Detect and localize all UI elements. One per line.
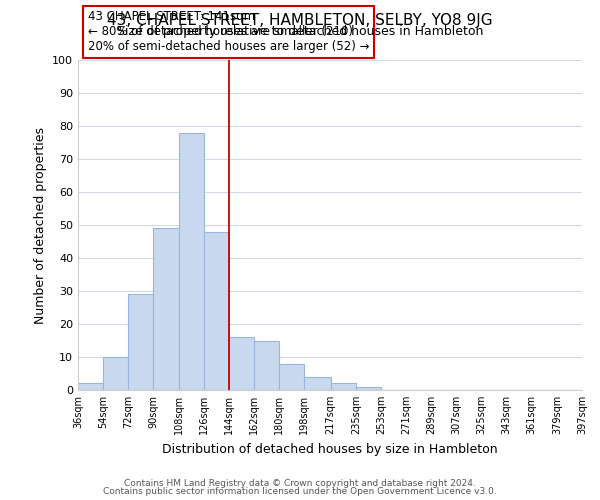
X-axis label: Distribution of detached houses by size in Hambleton: Distribution of detached houses by size … xyxy=(162,442,498,456)
Bar xyxy=(279,364,304,390)
Bar xyxy=(331,384,356,390)
Y-axis label: Number of detached properties: Number of detached properties xyxy=(34,126,47,324)
Text: 43 CHAPEL STREET: 141sqm
← 80% of detached houses are smaller (210)
20% of semi-: 43 CHAPEL STREET: 141sqm ← 80% of detach… xyxy=(88,10,370,54)
Bar xyxy=(254,340,279,390)
Bar xyxy=(356,386,381,390)
Bar xyxy=(179,132,203,390)
Text: Contains public sector information licensed under the Open Government Licence v3: Contains public sector information licen… xyxy=(103,487,497,496)
Text: 43, CHAPEL STREET, HAMBLETON, SELBY, YO8 9JG: 43, CHAPEL STREET, HAMBLETON, SELBY, YO8… xyxy=(107,12,493,28)
Bar xyxy=(203,232,229,390)
Bar xyxy=(304,377,331,390)
Text: Size of property relative to detached houses in Hambleton: Size of property relative to detached ho… xyxy=(117,25,483,38)
Bar xyxy=(78,384,103,390)
Bar xyxy=(229,337,254,390)
Bar xyxy=(154,228,179,390)
Text: Contains HM Land Registry data © Crown copyright and database right 2024.: Contains HM Land Registry data © Crown c… xyxy=(124,478,476,488)
Bar xyxy=(103,357,128,390)
Bar xyxy=(128,294,154,390)
